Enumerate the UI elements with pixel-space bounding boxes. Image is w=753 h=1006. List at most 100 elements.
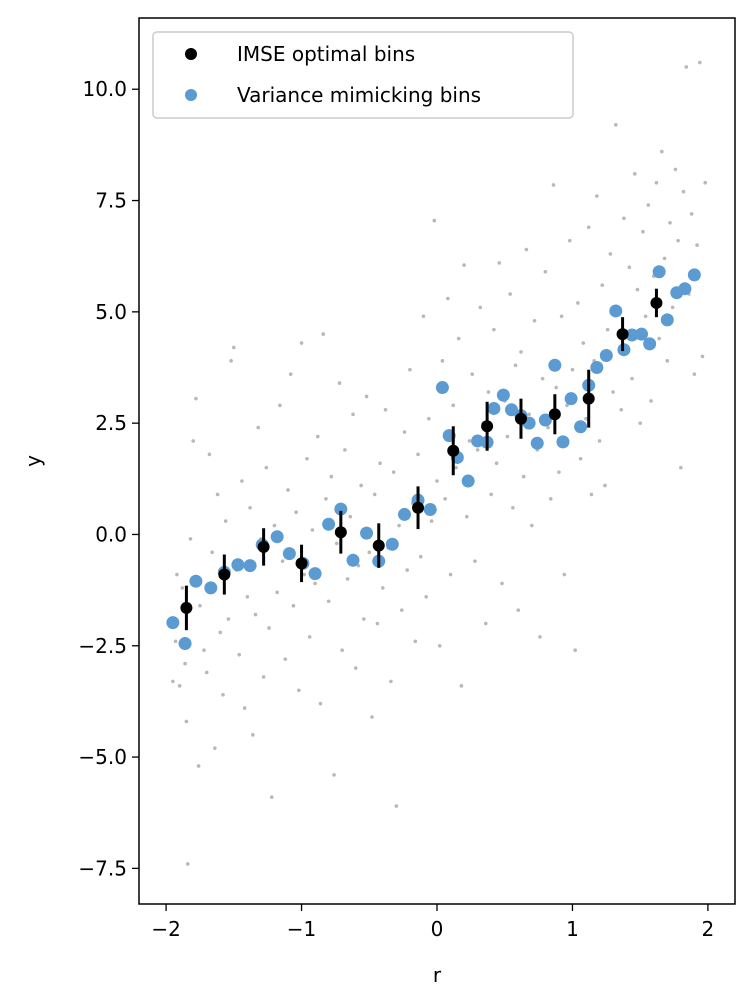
background-point (278, 403, 282, 408)
imse-optimal-series (180, 288, 663, 631)
variance-mimicking-point (322, 517, 336, 531)
background-point (408, 367, 412, 372)
background-point (389, 679, 393, 684)
imse-point (257, 540, 270, 553)
background-point (326, 599, 331, 604)
x-tick-label: 0 (431, 917, 444, 941)
background-point (343, 448, 347, 452)
y-tick-label: −2.5 (78, 634, 127, 658)
background-point (494, 461, 499, 466)
background-point (567, 238, 572, 243)
y-tick-label: −7.5 (78, 856, 127, 880)
background-point (240, 479, 244, 483)
background-point (232, 345, 236, 350)
background-point (267, 626, 271, 630)
background-point (483, 621, 488, 626)
variance-mimicking-point (652, 265, 666, 279)
background-point (364, 394, 369, 399)
variance-mimicking-point (471, 434, 485, 448)
background-point (646, 203, 651, 207)
background-point (454, 465, 458, 470)
background-point (332, 773, 336, 777)
background-point (486, 390, 491, 394)
background-point (500, 581, 504, 586)
background-point (570, 367, 575, 372)
background-point (204, 670, 209, 675)
background-point (516, 608, 521, 612)
background-point (660, 149, 664, 154)
background-point (532, 318, 537, 323)
background-point (288, 372, 293, 376)
y-tick-label: 2.5 (95, 411, 127, 435)
variance-mimicking-point (270, 530, 284, 544)
imse-point (218, 568, 231, 581)
background-point (370, 715, 374, 719)
background-point (497, 261, 502, 265)
background-point (226, 617, 231, 621)
background-point (622, 216, 626, 221)
background-point (381, 586, 385, 590)
background-point (627, 265, 632, 270)
background-point (394, 804, 399, 808)
background-point (565, 403, 569, 408)
background-point (614, 123, 618, 127)
background-point (261, 675, 266, 679)
variance-mimicking-point (635, 327, 649, 341)
imse-point (514, 412, 527, 425)
background-point (513, 363, 518, 368)
background-point (530, 523, 534, 528)
background-point (256, 425, 261, 430)
background-point (302, 572, 307, 577)
background-point (543, 269, 548, 274)
legend-box (152, 31, 574, 119)
background-point (213, 746, 217, 750)
variance-mimicking-point (334, 502, 348, 516)
variance-mimicking-point (189, 574, 203, 588)
background-point (586, 225, 591, 230)
background-point (638, 421, 642, 425)
background-point (603, 483, 607, 488)
background-point (245, 594, 250, 599)
variance-mimicking-point (178, 637, 192, 651)
background-point (324, 497, 328, 501)
background-point (269, 795, 274, 799)
background-point (367, 550, 372, 555)
variance-mimicking-point (564, 392, 578, 406)
background-point (250, 733, 255, 737)
background-point (310, 528, 315, 532)
background-point (538, 635, 542, 639)
background-point (291, 603, 296, 608)
background-point (329, 474, 334, 479)
background-point (413, 639, 418, 644)
background-point (264, 465, 269, 470)
imse-point (372, 539, 385, 552)
background-point (511, 505, 515, 510)
background-point (397, 523, 401, 528)
background-point (353, 666, 358, 670)
background-point (679, 465, 683, 470)
background-point (286, 488, 290, 492)
background-point (584, 416, 588, 421)
background-point (318, 701, 323, 706)
variance-mimicking-point (538, 413, 552, 427)
background-point (416, 452, 420, 457)
background-point (198, 603, 202, 608)
x-tick-label: 2 (702, 917, 715, 941)
background-point (351, 412, 355, 417)
background-point (551, 183, 556, 187)
background-point (595, 194, 599, 198)
background-point (275, 590, 279, 595)
background-point (578, 456, 583, 461)
background-point (272, 523, 277, 528)
background-point (643, 314, 648, 319)
background-point (429, 519, 434, 523)
x-axis-ticks: −2 −1 0 1 2 (151, 904, 714, 941)
variance-mimicking-point (423, 503, 437, 517)
background-point (345, 577, 350, 581)
background-point (443, 497, 447, 501)
background-point (391, 470, 396, 474)
variance-mimicking-point (590, 361, 604, 375)
background-point (581, 341, 586, 345)
background-point (283, 657, 288, 661)
background-point (462, 263, 466, 267)
